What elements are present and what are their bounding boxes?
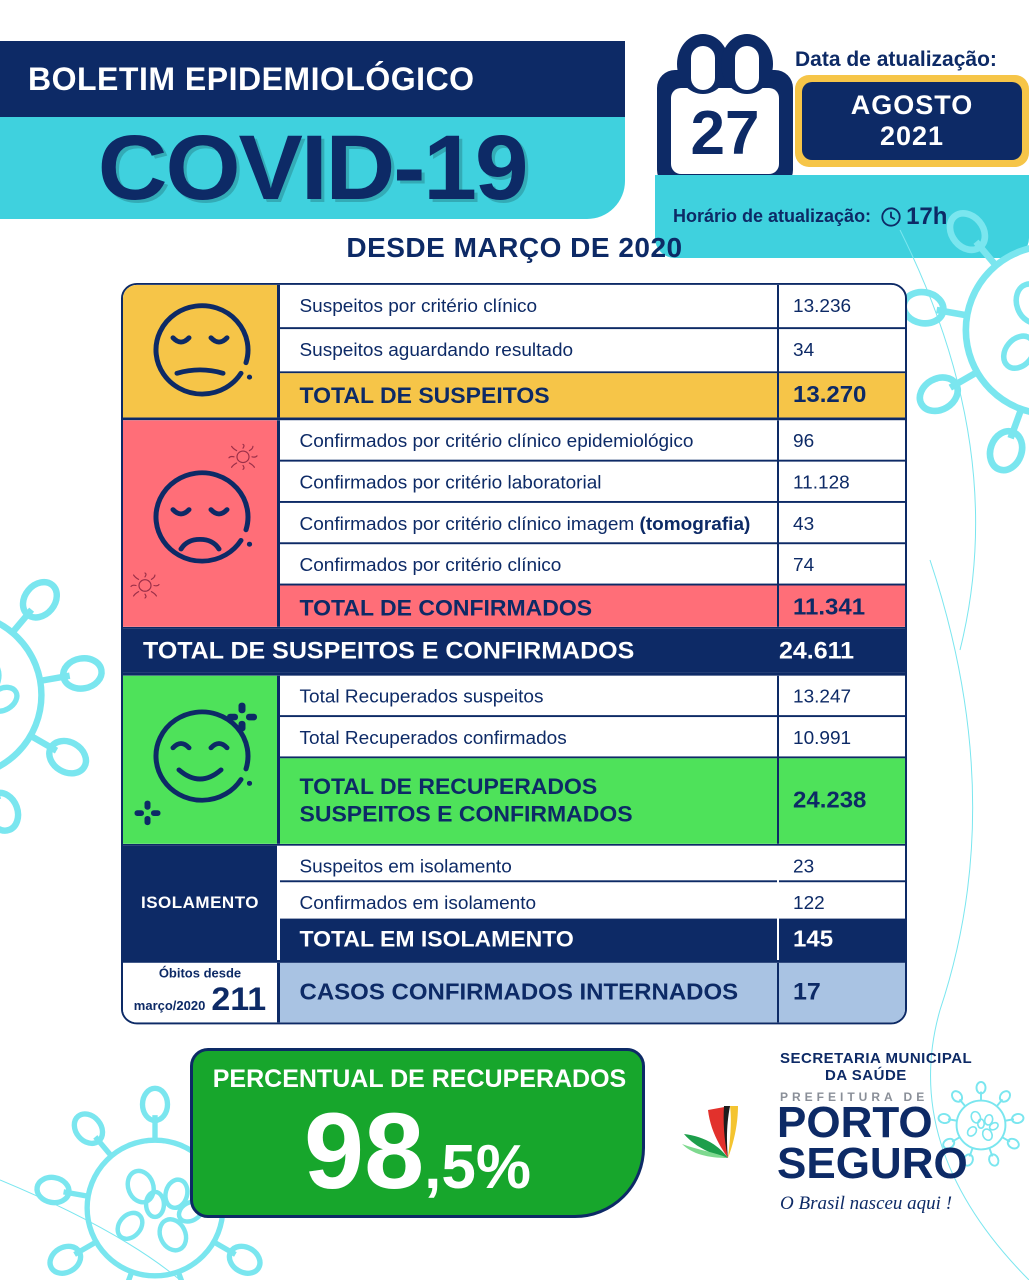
- svg-text:27: 27: [691, 99, 760, 168]
